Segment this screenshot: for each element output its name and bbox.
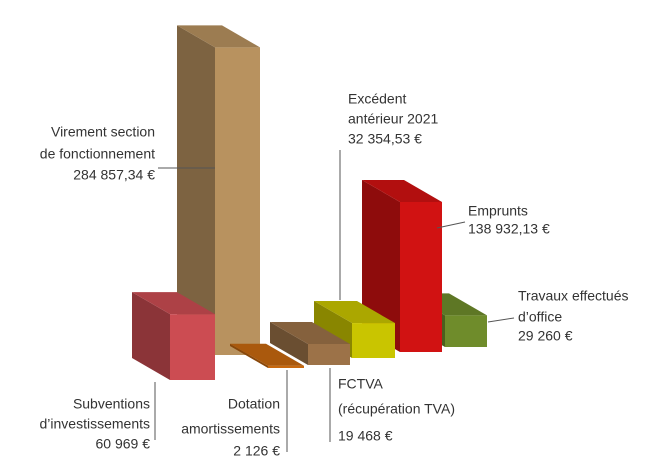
bar <box>132 292 215 380</box>
bar-side <box>362 179 400 352</box>
value-label: 284 857,34 € <box>73 167 155 183</box>
bar-side <box>177 25 215 356</box>
category-label: antérieur 2021 <box>348 111 439 127</box>
category-label: Excédent <box>348 91 406 107</box>
bar <box>177 25 260 356</box>
bar <box>314 301 395 358</box>
category-label: Travaux effectués <box>518 288 629 304</box>
bar <box>362 179 442 352</box>
bar-top <box>132 292 215 315</box>
bar-side <box>270 321 308 365</box>
value-label: 138 932,13 € <box>468 221 550 237</box>
value-label: 2 126 € <box>233 443 280 457</box>
bar-top <box>230 343 304 366</box>
bar-top <box>177 25 260 48</box>
category-label: d’investissements <box>40 416 151 432</box>
bar-front <box>215 47 260 356</box>
bar-front <box>445 315 487 347</box>
bar <box>230 343 304 368</box>
bar-front <box>352 323 395 358</box>
category-label: FCTVA <box>338 376 384 392</box>
category-label: (récupération TVA) <box>338 401 455 417</box>
bar-front <box>170 314 215 380</box>
value-label: 32 354,53 € <box>348 131 422 147</box>
bar-front <box>308 343 350 365</box>
category-label: de fonctionnement <box>40 146 155 162</box>
leader-line <box>436 221 466 229</box>
bar-top <box>362 179 442 202</box>
category-label: Virement section <box>51 124 155 140</box>
category-label: d’office <box>518 309 562 325</box>
bar-top <box>270 321 350 344</box>
category-label: Emprunts <box>468 203 528 219</box>
bar-front <box>268 365 304 368</box>
category-label: amortissements <box>181 421 280 437</box>
value-label: 19 468 € <box>338 428 393 444</box>
bar-side <box>230 343 268 368</box>
value-label: 60 969 € <box>96 436 151 452</box>
category-label: Dotation <box>228 396 280 412</box>
bar <box>270 321 350 365</box>
category-label: Subventions <box>73 396 150 412</box>
value-label: 29 260 € <box>518 328 573 344</box>
leader-line <box>487 317 515 323</box>
bar-top <box>314 301 395 324</box>
bar-side <box>132 292 170 380</box>
bar-front <box>400 201 442 352</box>
